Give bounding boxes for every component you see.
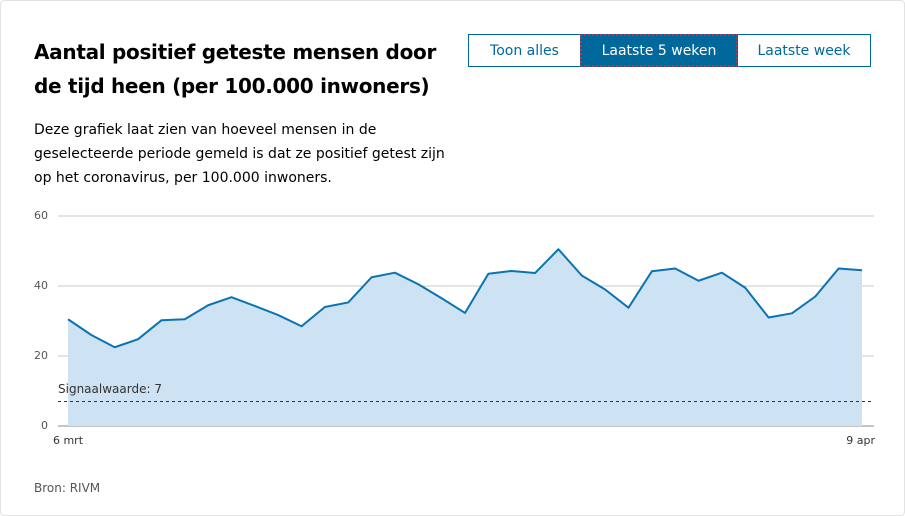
- range-button[interactable]: Toon alles: [468, 34, 581, 67]
- area: [68, 249, 862, 426]
- range-buttons: Toon alles Laatste 5 weken Laatste week: [468, 34, 871, 67]
- y-tick-label: 40: [34, 279, 48, 292]
- x-tick-label: 9 apr: [846, 434, 875, 447]
- chart: 0 20 40 60 Signaalwaarde: 7 6 mrt 9 apr: [34, 209, 875, 447]
- threshold-label: Signaalwaarde: 7: [58, 382, 162, 396]
- range-button[interactable]: Laatste 5 weken: [580, 34, 738, 67]
- description: Deze grafiek laat zien van hoeveel mense…: [34, 122, 445, 186]
- line: [67, 248, 863, 349]
- y-tick-label: 60: [34, 209, 48, 222]
- title: Aantal positief geteste mensen door de t…: [34, 40, 437, 98]
- range-button[interactable]: Laatste week: [737, 34, 871, 67]
- y-tick-label: 20: [34, 349, 48, 362]
- source: Bron: RIVM: [34, 481, 101, 495]
- x-tick-label: 6 mrt: [53, 434, 84, 447]
- y-tick-label: 0: [41, 419, 48, 432]
